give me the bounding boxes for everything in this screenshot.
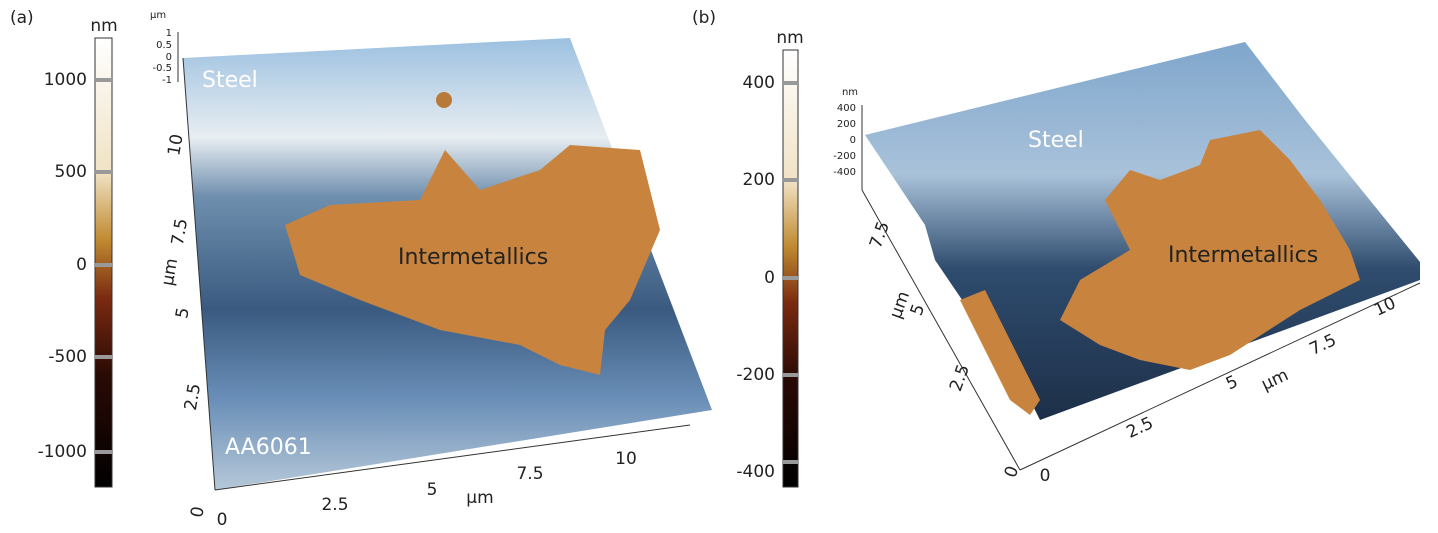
colorbar-tick-label: 200 xyxy=(743,170,775,190)
colorbar-tick-label: 500 xyxy=(55,162,87,182)
colorbar-tick-label: 0 xyxy=(76,255,87,275)
annotation: Intermetallics xyxy=(1168,243,1318,268)
colorbar xyxy=(95,38,112,487)
colorbar-tick-label: -400 xyxy=(736,462,775,482)
z-tick-label: 0.5 xyxy=(156,40,172,51)
z-tick-label: 0 xyxy=(850,135,856,146)
colorbar-tick-label: -1000 xyxy=(38,442,87,462)
x-tick-label: 2.5 xyxy=(1124,413,1157,443)
colorbar-tick-label: 400 xyxy=(743,73,775,93)
y-tick-label: 2.5 xyxy=(946,362,974,394)
z-tick-label: 1 xyxy=(166,28,172,39)
y-axis-unit: µm xyxy=(886,289,914,322)
colorbar-unit: nm xyxy=(90,16,117,36)
z-tick-label: 200 xyxy=(837,119,856,130)
z-axis-unit: µm xyxy=(150,10,166,21)
page: {"panels": [ {"label": "(a)", "colorbar"… xyxy=(0,0,1438,533)
x-tick-label: 5 xyxy=(1223,372,1241,395)
tick xyxy=(783,81,798,85)
x-tick-label: 5 xyxy=(427,480,438,500)
annotation: Steel xyxy=(202,68,258,93)
y-tick-label: 0 xyxy=(187,505,209,519)
colorbar-unit: nm xyxy=(776,28,803,48)
x-tick-label: 2.5 xyxy=(321,495,348,515)
tick xyxy=(783,373,798,377)
tick xyxy=(783,276,798,280)
y-axis-unit: µm xyxy=(158,257,182,287)
z-tick-label: -200 xyxy=(833,151,856,162)
tick xyxy=(95,355,112,359)
z-tick-label: -1 xyxy=(162,75,172,86)
tick xyxy=(95,170,112,174)
colorbar-tick-label: 1000 xyxy=(44,70,87,90)
tick xyxy=(95,263,112,267)
z-tick-label: -400 xyxy=(833,167,856,178)
z-tick-label: 0 xyxy=(166,52,172,63)
colorbar xyxy=(783,50,798,487)
y-tick-label: 7.5 xyxy=(168,217,192,247)
x-tick-label: 10 xyxy=(1371,293,1399,320)
panel-label: (a) xyxy=(10,8,34,28)
annotation: Steel xyxy=(1028,128,1084,153)
y-tick-label: 10 xyxy=(164,133,187,158)
figure: (a) nm 1000 500 0 -500 -1000 0 2.5 5 7.5… xyxy=(0,0,1438,533)
tick xyxy=(783,460,798,464)
y-tick-label: 2.5 xyxy=(181,382,205,412)
y-tick-label: 0 xyxy=(1001,463,1023,480)
z-tick-label: 400 xyxy=(837,103,856,114)
x-axis-unit: µm xyxy=(1258,365,1291,395)
x-axis-unit: µm xyxy=(466,488,493,508)
colorbar-tick-label: 0 xyxy=(764,268,775,288)
x-tick-label: 10 xyxy=(615,449,637,469)
colorbar-tick-label: -500 xyxy=(48,347,87,367)
annotation: AA6061 xyxy=(225,435,312,460)
tick xyxy=(783,178,798,182)
x-tick-label: 7.5 xyxy=(1307,330,1340,360)
colorbar-tick-label: -200 xyxy=(736,365,775,385)
tick xyxy=(95,450,112,454)
annotation: Intermetallics xyxy=(398,245,548,270)
particle xyxy=(436,92,452,108)
z-tick-label: -0.5 xyxy=(152,63,172,74)
tick xyxy=(95,78,112,82)
x-tick-label: 0 xyxy=(1040,466,1051,486)
z-axis-unit: nm xyxy=(842,87,858,98)
y-tick-label: 7.5 xyxy=(866,219,894,251)
x-tick-label: 7.5 xyxy=(516,464,543,484)
y-tick-label: 5 xyxy=(172,306,194,320)
panel-label: (b) xyxy=(692,8,716,28)
x-tick-label: 0 xyxy=(217,510,228,530)
